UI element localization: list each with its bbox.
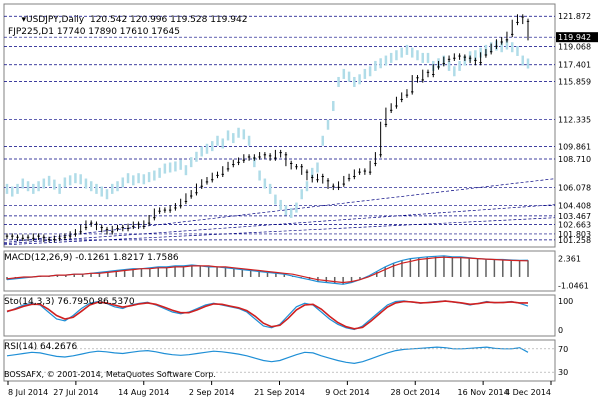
rsi-axis-label: 70 (558, 345, 568, 354)
pane-border-macd (3, 250, 556, 292)
symbol-label: USDJPY,Daily (25, 15, 85, 25)
rsi-series-line (6, 346, 529, 365)
price-level-label: 115.859 (558, 77, 591, 86)
price-level-label: 101.803 (558, 230, 591, 239)
macd-axis-label: -1.0461 (558, 282, 589, 291)
trend-line (3, 204, 556, 245)
macd-series-line (6, 256, 529, 284)
x-axis-label: 14 Aug 2014 (118, 388, 169, 397)
x-axis-label: 21 Sep 2014 (254, 388, 305, 397)
sto-series-line (6, 300, 528, 330)
macd-label: MACD(12,26,9) -0.1261 1.8217 1.7586 (4, 253, 179, 263)
trend-line (3, 178, 556, 244)
x-axis-label: 4 Dec 2014 (505, 388, 551, 397)
price-level-label: 112.335 (558, 116, 591, 125)
secondary-symbol-label: FJP225,D1 17740 17890 17610 17645 (8, 27, 180, 37)
sto-axis-label: 0 (558, 326, 563, 335)
price-level-label: 108.710 (558, 155, 591, 164)
pane-border-sto (3, 294, 556, 337)
chart-title: ▾USDJPY,Daily 120.542 120.996 119.528 11… (10, 5, 247, 35)
rsi-axis-label: 30 (558, 368, 568, 377)
ohlc-values: 120.542 120.996 119.528 119.942 (89, 15, 248, 25)
current-price-label: 119.942 (558, 33, 591, 42)
x-axis-label: 27 Jul 2014 (53, 388, 98, 397)
x-axis-label: 8 Jul 2014 (8, 388, 48, 397)
current-price-box (556, 32, 598, 43)
price-level-label: 119.068 (558, 43, 591, 52)
rsi-label: RSI(14) 64.2676 (4, 342, 78, 352)
price-level-label: 109.861 (558, 143, 591, 152)
macd-axis-label: 2.361 (558, 254, 581, 263)
price-level-label: 103.467 (558, 212, 591, 221)
usdjpy-arrow-icon: ▾ (21, 15, 26, 25)
x-axis-label: 16 Nov 2014 (458, 388, 509, 397)
stochastic-label: Sto(14,3,3) 76.7950 86.5370 (4, 297, 135, 307)
price-level-label: 106.078 (558, 184, 591, 193)
price-level-label: 102.663 (558, 221, 591, 230)
copyright-text: BOSSAFX, © 2001-2014, MetaQuotes Softwar… (4, 370, 216, 379)
trend-line (3, 217, 556, 246)
pane-border-main (3, 3, 556, 248)
price-level-label: 117.401 (558, 61, 591, 70)
x-axis-label: 28 Oct 2014 (391, 388, 440, 397)
x-axis-label: 2 Sep 2014 (189, 388, 235, 397)
price-level-label: 104.408 (558, 202, 591, 211)
price-level-label: 121.872 (558, 12, 591, 21)
sto-axis-label: 100 (558, 297, 573, 306)
price-level-label: 101.258 (558, 236, 591, 245)
x-axis-label: 9 Oct 2014 (325, 388, 369, 397)
